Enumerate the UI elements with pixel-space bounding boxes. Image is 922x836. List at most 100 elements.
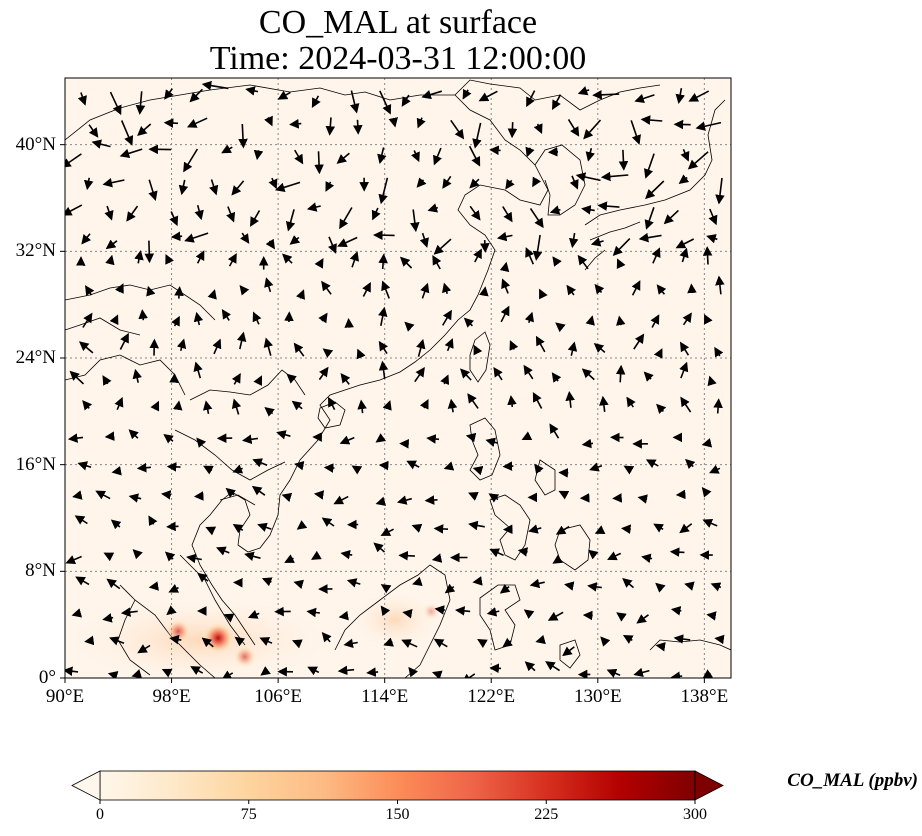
wind-arrow	[607, 551, 622, 561]
wind-arrow	[402, 609, 413, 619]
co-hotspot	[165, 618, 192, 645]
wind-arrow	[184, 232, 209, 243]
wind-arrow	[322, 348, 334, 358]
wind-arrow	[592, 90, 620, 100]
wind-arrow	[102, 177, 125, 188]
wind-arrow	[534, 463, 544, 475]
wind-arrow	[293, 579, 304, 590]
wind-arrow	[83, 177, 94, 191]
wind-arrow	[253, 149, 264, 161]
x-tick-label: 138°E	[680, 686, 729, 707]
wind-arrow	[566, 284, 576, 296]
wind-arrow	[412, 576, 423, 587]
gridlines	[65, 78, 731, 678]
wind-arrow	[82, 400, 93, 411]
wind-arrow	[321, 631, 332, 643]
wind-arrow	[264, 407, 275, 417]
wind-arrow	[461, 673, 476, 678]
wind-arrow	[529, 207, 544, 229]
wind-arrow	[109, 636, 125, 646]
wind-arrow	[634, 93, 655, 104]
wind-arrow	[480, 240, 490, 253]
wind-arrow	[509, 340, 519, 351]
wind-arrow	[525, 146, 535, 158]
wind-arrow	[257, 522, 272, 532]
wind-arrow	[442, 175, 452, 189]
wind-arrow	[539, 288, 548, 300]
wind-arrow	[146, 285, 156, 297]
wind-arrow	[450, 119, 465, 140]
wind-arrow	[552, 554, 564, 564]
wind-arrow	[164, 551, 176, 562]
wind-arrow	[352, 119, 363, 135]
wind-arrow	[507, 395, 517, 408]
wind-arrow	[521, 431, 533, 441]
wind-arrow	[643, 153, 655, 179]
wind-arrow	[194, 204, 204, 221]
co-hotspot	[201, 621, 236, 655]
wind-arrow	[555, 322, 566, 333]
wind-arrow	[128, 429, 139, 440]
wind-arrow	[356, 348, 366, 360]
wind-arrow	[675, 88, 685, 104]
wind-arrow	[489, 663, 502, 674]
y-tick-label: 8°N	[25, 560, 56, 582]
wind-arrow	[523, 609, 535, 619]
wind-arrow	[378, 360, 389, 379]
wind-arrow	[91, 139, 111, 149]
colorbar-tick-label: 0	[96, 806, 104, 823]
wind-arrow	[567, 118, 580, 137]
wind-arrow	[357, 399, 367, 414]
wind-arrow	[351, 465, 363, 475]
wind-arrow	[485, 437, 498, 447]
wind-arrow	[313, 490, 325, 500]
wind-arrow	[679, 341, 690, 356]
wind-arrow	[501, 278, 511, 294]
wind-arrow	[111, 466, 122, 476]
wind-arrow	[190, 666, 204, 675]
wind-arrow	[239, 285, 250, 296]
wind-arrow	[137, 123, 152, 136]
wind-arrow	[695, 121, 722, 131]
wind-arrow	[524, 311, 534, 324]
wind-arrow	[212, 338, 222, 355]
wind-arrow	[234, 636, 246, 647]
wind-arrow	[708, 208, 718, 226]
wind-arrow	[263, 337, 273, 356]
x-tick-label: 98°E	[152, 686, 191, 707]
wind-arrow	[231, 398, 242, 415]
wind-arrow	[670, 671, 683, 678]
wind-arrow	[463, 317, 475, 328]
wind-arrow	[673, 634, 691, 644]
wind-arrow	[226, 206, 236, 223]
wind-arrow	[680, 396, 692, 413]
wind-arrow	[119, 332, 129, 350]
wind-arrow	[227, 253, 237, 267]
wind-arrow	[134, 250, 144, 264]
wind-arrow	[201, 80, 229, 91]
wind-arrow	[71, 608, 83, 618]
wind-arrow	[189, 88, 203, 103]
wind-arrow	[85, 285, 95, 296]
wind-arrow	[197, 572, 209, 583]
wind-arrow	[496, 231, 513, 242]
wind-arrow	[289, 119, 302, 129]
wind-arrow	[381, 280, 391, 299]
wind-arrow	[186, 117, 208, 128]
wind-arrow	[626, 396, 636, 408]
wind-arrow	[379, 90, 392, 115]
wind-arrow	[599, 395, 609, 412]
wind-arrow	[396, 495, 412, 505]
wind-arrow	[444, 338, 454, 352]
wind-arrow	[442, 282, 452, 295]
wind-arrow	[502, 637, 513, 648]
wind-arrow	[419, 398, 429, 410]
wind-arrow	[612, 238, 631, 256]
y-tick-label: 24°N	[15, 347, 56, 368]
wind-arrow	[581, 368, 595, 381]
wind-arrow	[102, 375, 112, 386]
wind-arrow	[144, 240, 155, 264]
wind-arrow	[532, 234, 543, 261]
wind-arrow	[679, 523, 693, 534]
wind-arrow	[95, 490, 111, 500]
